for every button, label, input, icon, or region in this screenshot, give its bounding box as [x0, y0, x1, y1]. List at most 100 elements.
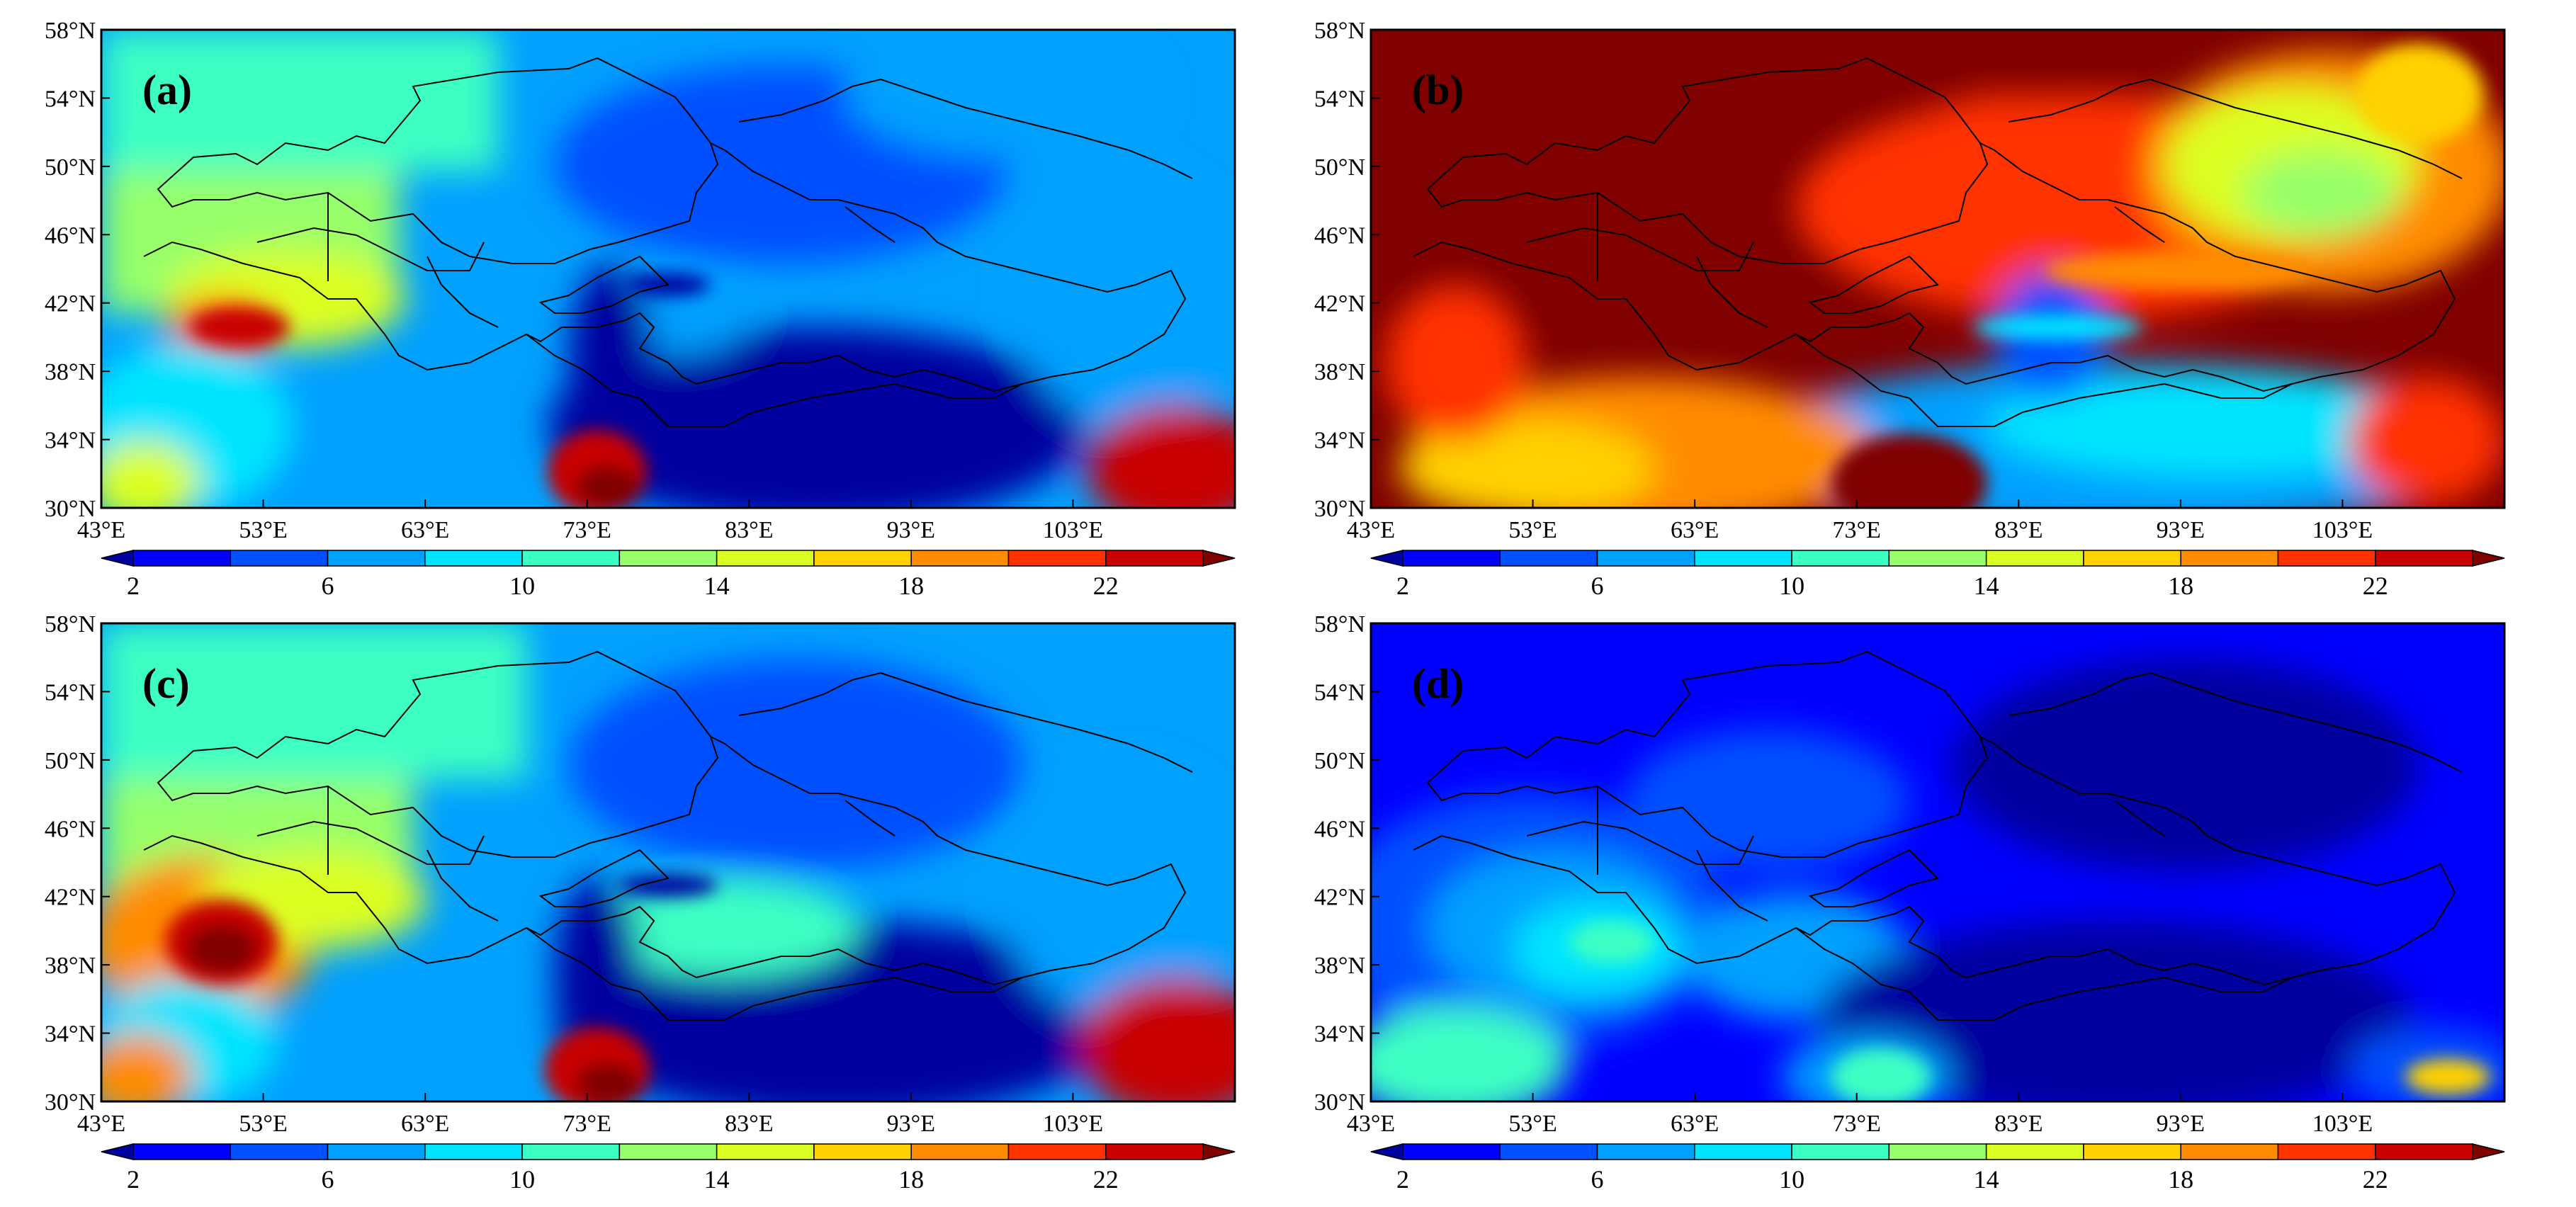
lon-tick-label: 63°E: [1671, 517, 1719, 543]
country-borders: [143, 57, 1193, 427]
lat-tick-label: 42°N: [1314, 885, 1365, 911]
lat-tick-label: 34°N: [45, 1021, 96, 1048]
lat-tick-label: 46°N: [45, 816, 96, 842]
colorbar-segment: [910, 1143, 1010, 1160]
lon-tick-label: 53°E: [239, 1111, 287, 1137]
colorbar-segment: [132, 550, 232, 567]
lat-tick-label: 50°N: [45, 748, 96, 774]
colorbar-segment: [1791, 550, 1890, 567]
lon-tick-label: 53°E: [239, 517, 287, 543]
colorbar-label: 10: [1779, 572, 1804, 600]
lat-tick-label: 46°N: [1314, 816, 1365, 842]
panel-d: (d) 30°N 34°N 38°N 42°N 46°N 50°N 54°N 58°N 43°…: [1314, 611, 2506, 1194]
colorbar-segment: [327, 1143, 426, 1160]
colorbar-segment: [1888, 550, 1987, 567]
lat-tick-label: 58°N: [45, 611, 96, 638]
lat-tick-label: 58°N: [1314, 611, 1365, 638]
colorbar-segment: [1985, 1143, 2084, 1160]
lon-tick-label: 63°E: [401, 1111, 449, 1137]
colorbar-label: 14: [1974, 572, 1999, 600]
lat-tick-label: 38°N: [1314, 953, 1365, 979]
lat-tick-label: 42°N: [45, 291, 96, 317]
lat-tick-label: 34°N: [45, 428, 96, 454]
colorbar-segment: [230, 1143, 329, 1160]
colorbar-segment: [2180, 550, 2279, 567]
map-frame: [1369, 28, 2506, 509]
lat-tick-label: 54°N: [45, 679, 96, 706]
lat-tick-label: 38°N: [45, 953, 96, 979]
colorbar-segment: [327, 550, 426, 567]
colorbar-segment: [618, 550, 718, 567]
colorbar-a: 2 6 10 14 18 22: [101, 550, 1236, 600]
colorbar-segment: [521, 550, 621, 567]
colorbar-segment: [813, 1143, 912, 1160]
colorbar-segment: [716, 550, 815, 567]
lat-axis-c: 30°N 34°N 38°N 42°N 46°N 50°N 54°N 58°N: [45, 611, 110, 1116]
colorbar-label: 22: [2363, 572, 2388, 600]
colorbar-label: 18: [898, 572, 924, 600]
colorbar-label: 10: [509, 1165, 535, 1194]
lat-tick-label: 54°N: [1314, 679, 1365, 706]
colorbar-segment: [424, 1143, 523, 1160]
colorbar-label: 18: [2168, 1165, 2193, 1194]
lat-tick-label: 58°N: [45, 18, 96, 44]
lon-tick-label: 63°E: [1671, 1111, 1719, 1137]
lon-tick-label: 53°E: [1508, 1111, 1557, 1137]
colorbar-over-arrow: [1202, 1143, 1236, 1160]
colorbar-label: 22: [1093, 1165, 1119, 1194]
lon-tick-label: 73°E: [563, 517, 611, 543]
colorbar-segment: [1596, 1143, 1695, 1160]
lon-tick-label: 43°E: [77, 1111, 125, 1137]
colorbar-segment: [230, 550, 329, 567]
colorbar-label: 6: [1591, 572, 1604, 600]
lon-tick-label: 73°E: [1833, 1111, 1881, 1137]
colorbar-segment: [1007, 1143, 1107, 1160]
lat-axis-a: 30°N 34°N 38°N 42°N 46°N 50°N 54°N 58°N: [45, 18, 110, 522]
colorbar-label: 6: [322, 572, 334, 600]
colorbar-c: 2 6 10 14 18 22: [101, 1143, 1236, 1194]
colorbar-label: 2: [127, 572, 140, 600]
lon-tick-label: 103°E: [1043, 1111, 1103, 1137]
lat-tick-label: 30°N: [45, 496, 96, 522]
colorbar-segment: [1888, 1143, 1987, 1160]
colorbar-over-arrow: [2472, 1143, 2505, 1160]
panel-label-d: (d): [1412, 660, 1464, 707]
colorbar-over-arrow: [1202, 550, 1236, 567]
colorbar-segment: [2277, 550, 2376, 567]
lat-tick-label: 30°N: [1314, 1089, 1365, 1116]
lon-tick-label: 83°E: [725, 517, 773, 543]
colorbar-segment: [424, 550, 523, 567]
colorbar-label: 22: [1093, 572, 1119, 600]
colorbar-segment: [1791, 1143, 1890, 1160]
panel-label-b: (b): [1412, 67, 1464, 113]
colorbar-under-arrow: [1370, 1143, 1403, 1160]
lon-tick-label: 83°E: [1994, 517, 2043, 543]
colorbar-segment: [618, 1143, 718, 1160]
colorbar-label: 18: [2168, 572, 2193, 600]
lon-tick-label: 83°E: [725, 1111, 773, 1137]
colorbar-segment: [2374, 1143, 2473, 1160]
lat-tick-label: 58°N: [1314, 18, 1365, 44]
colorbar-segment: [1985, 550, 2084, 567]
lat-tick-label: 34°N: [1314, 1021, 1365, 1048]
colorbar-segment: [1105, 550, 1204, 567]
colorbar-segment: [2374, 550, 2473, 567]
colorbar-label: 2: [1396, 572, 1409, 600]
colorbar-label: 10: [1779, 1165, 1804, 1194]
colorbar-d: 2 6 10 14 18 22: [1370, 1143, 2505, 1194]
lat-axis-d: 30°N 34°N 38°N 42°N 46°N 50°N 54°N 58°N: [1314, 611, 1379, 1116]
lon-tick-label: 103°E: [2312, 1111, 2373, 1137]
lat-tick-label: 42°N: [1314, 291, 1365, 317]
colorbar-segment: [716, 1143, 815, 1160]
colorbar-segment: [1402, 1143, 1501, 1160]
colorbar-segment: [910, 550, 1010, 567]
lat-tick-label: 30°N: [45, 1089, 96, 1116]
lon-tick-label: 63°E: [401, 517, 449, 543]
colorbar-label: 6: [322, 1165, 334, 1194]
colorbar-segment: [2277, 1143, 2376, 1160]
colorbar-b: 2 6 10 14 18 22: [1370, 550, 2505, 600]
colorbar-segment: [2180, 1143, 2279, 1160]
lon-tick-label: 93°E: [887, 517, 935, 543]
colorbar-under-arrow: [101, 1143, 134, 1160]
